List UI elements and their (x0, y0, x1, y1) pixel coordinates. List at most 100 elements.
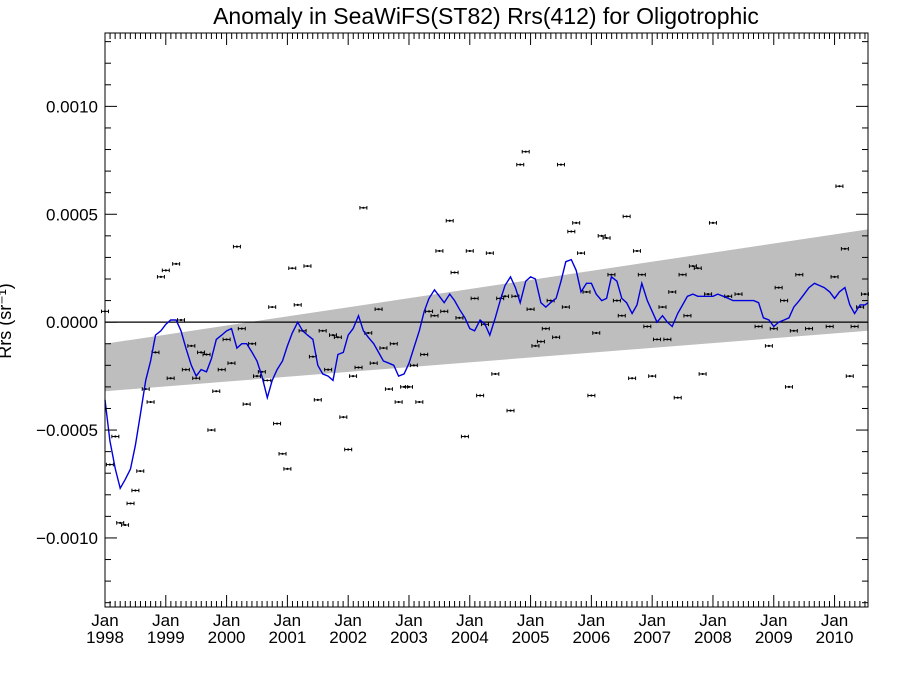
data-point-marker (772, 327, 775, 330)
data-point (425, 309, 434, 314)
plot-frame (104, 32, 869, 608)
data-point (420, 352, 429, 357)
data-point (268, 305, 277, 309)
data-point-marker (210, 428, 213, 432)
trend-confidence-band (105, 229, 868, 392)
data-point-marker (271, 305, 274, 309)
data-point (556, 162, 565, 167)
data-point-marker (509, 409, 512, 412)
data-point (374, 307, 383, 312)
data-point (825, 324, 834, 329)
data-point (795, 272, 804, 277)
data-point (181, 367, 190, 372)
data-point-marker (418, 400, 421, 404)
data-point-marker (129, 502, 132, 505)
data-point-marker (286, 467, 289, 470)
x-tick-label-year: 2004 (451, 628, 489, 647)
y-tick-label: 0.0000 (46, 313, 98, 332)
data-point-marker (134, 489, 137, 492)
data-point-marker (342, 416, 345, 419)
x-tick-label-year: 1998 (86, 628, 124, 647)
data-point-marker (590, 394, 593, 397)
data-point (455, 316, 464, 320)
x-tick-label-year: 2000 (208, 628, 246, 647)
data-point-marker (458, 316, 461, 319)
data-point-marker (843, 247, 846, 250)
data-point-marker (620, 314, 623, 317)
x-tick-label-month: Jan (638, 611, 665, 630)
data-point (673, 395, 682, 400)
data-point (476, 393, 485, 398)
data-point (389, 341, 398, 346)
data-point (450, 270, 459, 275)
data-point (602, 236, 611, 240)
data-point-marker (655, 338, 659, 341)
data-point (784, 385, 793, 389)
x-tick-label-month: Jan (760, 611, 787, 630)
x-tick-label-year: 2010 (816, 628, 854, 647)
data-point-marker (377, 308, 380, 311)
data-point-marker (291, 267, 294, 270)
data-point-marker (838, 185, 841, 188)
data-point-marker (251, 342, 254, 345)
data-point-marker (311, 355, 315, 358)
data-point-marker (397, 400, 400, 404)
data-point (232, 244, 241, 249)
data-point-marker (347, 448, 350, 451)
x-tick-label-year: 2001 (268, 628, 306, 647)
data-point-marker (651, 375, 654, 378)
data-point-marker (255, 375, 259, 378)
data-point (430, 313, 439, 318)
x-tick-label-month: Jan (213, 611, 240, 630)
data-point (617, 313, 626, 318)
data-point-marker (331, 334, 335, 337)
data-point (688, 264, 697, 268)
data-point (622, 214, 631, 219)
data-point (465, 249, 474, 253)
data-point-marker (792, 329, 795, 332)
data-point (734, 292, 743, 296)
data-point (845, 374, 854, 378)
data-point-marker (488, 252, 491, 255)
data-point (176, 318, 185, 322)
data-point (161, 268, 170, 273)
data-point-marker (727, 295, 730, 298)
data-point-marker (661, 305, 664, 309)
data-point (394, 400, 403, 404)
data-point-marker (453, 271, 456, 274)
data-point (531, 344, 540, 348)
data-point (384, 387, 393, 391)
data-point-marker (828, 325, 831, 328)
data-point-marker (757, 325, 760, 328)
data-point (521, 149, 530, 154)
data-point (754, 324, 763, 329)
data-point-marker (245, 403, 248, 406)
data-point (830, 275, 839, 279)
y-tick-label: −0.0010 (36, 529, 98, 548)
data-point (683, 313, 692, 318)
data-point (485, 251, 494, 255)
data-point-marker (119, 521, 122, 524)
data-point-marker (240, 327, 243, 330)
data-point-marker (448, 219, 451, 222)
data-point (491, 372, 500, 376)
data-point (217, 367, 226, 372)
data-point-marker (108, 463, 111, 466)
data-point-marker (220, 368, 223, 371)
data-point (587, 393, 596, 398)
data-point (288, 266, 297, 271)
data-point (607, 272, 616, 277)
data-point (648, 374, 657, 378)
data-point (126, 501, 135, 506)
data-point-marker (306, 264, 309, 268)
data-point (252, 374, 261, 378)
data-point (506, 408, 515, 413)
data-point-marker (514, 295, 517, 298)
data-point (460, 434, 469, 439)
data-point-marker (357, 366, 360, 369)
data-point-marker (296, 303, 299, 306)
data-point (445, 218, 454, 223)
data-point (328, 333, 337, 337)
data-point-marker (139, 469, 142, 473)
data-point (146, 400, 155, 404)
